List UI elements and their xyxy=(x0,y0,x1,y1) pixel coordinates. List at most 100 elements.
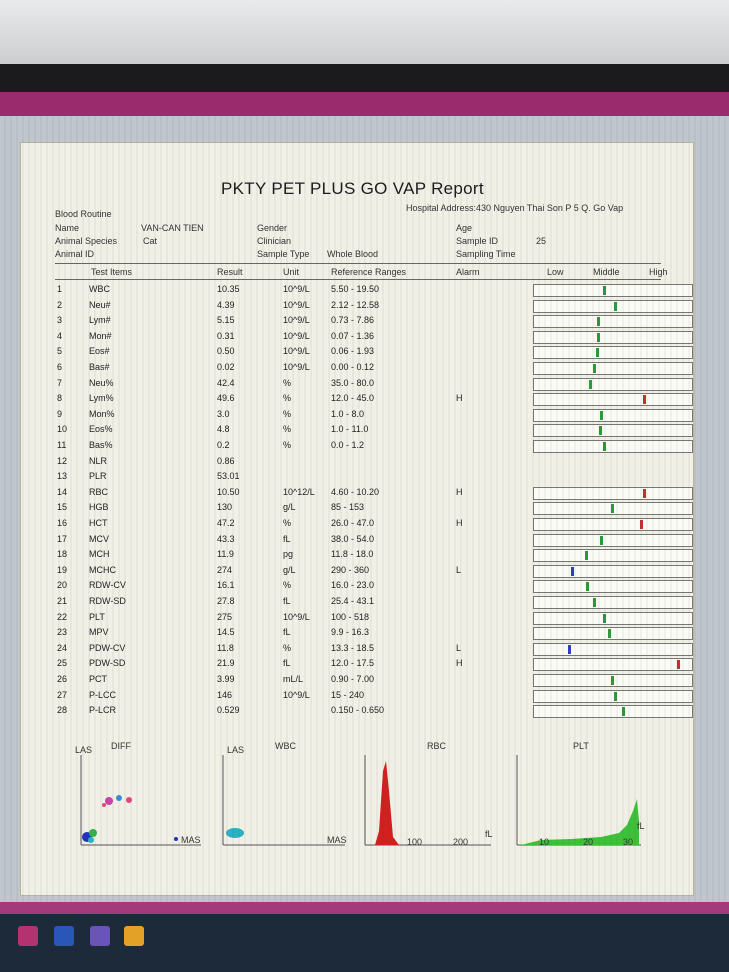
reference-range: 0.06 - 1.93 xyxy=(331,346,375,357)
table-row: 1 WBC 10.35 10^9/L 5.50 - 19.50 xyxy=(53,283,693,298)
test-item: Eos# xyxy=(89,346,110,357)
test-item: RDW-CV xyxy=(89,580,126,591)
row-number: 27 xyxy=(57,689,68,700)
row-number: 24 xyxy=(57,642,68,653)
table-row: 5 Eos# 0.50 10^9/L 0.06 - 1.93 xyxy=(53,345,693,360)
plt-tick-30: 30 xyxy=(623,837,634,847)
range-marker xyxy=(600,535,603,545)
test-item: Neu# xyxy=(89,299,111,310)
diff-ylabel: LAS xyxy=(75,745,93,755)
taskbar-app-icon-4[interactable] xyxy=(124,926,144,946)
table-row: 26 PCT 3.99 mL/L 0.90 - 7.00 xyxy=(53,673,693,688)
taskbar-app-icon-2[interactable] xyxy=(54,926,74,946)
unit-value: % xyxy=(283,580,292,591)
taskbar-app-icon-1[interactable] xyxy=(18,926,38,946)
range-marker xyxy=(608,629,611,639)
reference-range: 26.0 - 47.0 xyxy=(331,518,375,528)
test-item: HCT xyxy=(89,518,108,528)
table-row: 21 RDW-SD 27.8 fL 25.4 - 43.1 xyxy=(53,595,693,610)
range-indicator xyxy=(533,658,693,672)
table-row: 23 MPV 14.5 fL 9.9 - 16.3 xyxy=(53,626,693,641)
test-item: Eos% xyxy=(89,424,113,435)
test-item: Lym% xyxy=(89,393,114,404)
result-value: 0.86 xyxy=(217,455,235,466)
col-reference-ranges: Reference Ranges xyxy=(331,267,407,277)
test-item: P-LCR xyxy=(89,705,117,716)
unit-value: fL xyxy=(283,596,291,606)
reference-range: 12.0 - 17.5 xyxy=(331,658,375,669)
result-value: 4.8 xyxy=(217,424,230,435)
result-value: 3.99 xyxy=(217,674,235,684)
unit-value: % xyxy=(283,408,292,419)
table-row: 3 Lym# 5.15 10^9/L 0.73 - 7.86 xyxy=(53,314,693,329)
table-row: 6 Bas# 0.02 10^9/L 0.00 - 0.12 xyxy=(53,361,693,376)
reference-range: 25.4 - 43.1 xyxy=(331,596,375,606)
table-row: 11 Bas% 0.2% 0.0 - 1.2 xyxy=(53,439,693,454)
unit-value: g/L xyxy=(283,564,296,575)
row-number: 5 xyxy=(57,346,63,357)
table-row: 15 HGB 130 g/L 85 - 153 xyxy=(53,501,693,516)
unit-value: 10^9/L xyxy=(283,284,310,294)
unit-value: 10^9/L xyxy=(283,346,310,357)
table-row: 28 P-LCR 0.529 0.150 - 0.650 xyxy=(53,704,693,719)
age-label: Age xyxy=(456,223,473,233)
table-row: 19 MCHC 274 g/L 290 - 360 L xyxy=(53,564,693,579)
taskbar-top-strip xyxy=(0,902,729,914)
reference-range: 15 - 240 xyxy=(331,689,365,700)
reference-range: 38.0 - 54.0 xyxy=(331,533,375,544)
row-number: 16 xyxy=(57,518,68,528)
range-indicator xyxy=(533,580,693,594)
test-item: MPV xyxy=(89,627,109,638)
range-marker xyxy=(571,566,574,576)
unit-value: % xyxy=(283,393,292,404)
result-value: 0.02 xyxy=(217,362,235,372)
result-value: 0.2 xyxy=(217,440,230,450)
table-row: 25 PDW-SD 21.9 fL 12.0 - 17.5 H xyxy=(53,657,693,672)
reference-range: 9.9 - 16.3 xyxy=(331,627,370,638)
test-item: MCHC xyxy=(89,564,116,575)
plt-title: PLT xyxy=(573,741,589,751)
baso-plot xyxy=(222,755,345,846)
test-item: MCH xyxy=(89,549,110,560)
report-title: PKTY PET PLUS GO VAP Report xyxy=(221,179,484,198)
range-indicator xyxy=(533,533,693,547)
range-indicator xyxy=(533,408,693,422)
alarm-flag: H xyxy=(456,486,463,497)
row-number: 12 xyxy=(57,455,68,466)
range-indicator xyxy=(533,393,693,407)
range-marker xyxy=(589,379,592,389)
row-number: 13 xyxy=(57,471,68,482)
test-item: HGB xyxy=(89,502,109,513)
sample-type-value: Whole Blood xyxy=(327,249,379,259)
test-item: Mon# xyxy=(89,330,112,341)
result-value: 130 xyxy=(217,502,233,513)
taskbar-app-icon-3[interactable] xyxy=(90,926,110,946)
row-number: 15 xyxy=(57,502,68,513)
range-indicator xyxy=(533,315,693,329)
range-indicator xyxy=(533,440,693,453)
sample-type-label: Sample Type xyxy=(257,249,310,259)
reference-range: 0.07 - 1.36 xyxy=(331,330,375,341)
animal-id-label: Animal ID xyxy=(55,249,95,259)
baso-xlabel: MAS xyxy=(327,835,347,845)
sample-id-label: Sample ID xyxy=(456,236,499,246)
table-row: 10 Eos% 4.8% 1.0 - 11.0 xyxy=(53,423,693,438)
test-item: MCV xyxy=(89,533,109,544)
range-indicator xyxy=(533,642,693,656)
species-value: Cat xyxy=(143,236,158,246)
row-number: 3 xyxy=(57,315,63,326)
row-number: 14 xyxy=(57,486,68,497)
row-number: 26 xyxy=(57,674,68,684)
reference-range: 16.0 - 23.0 xyxy=(331,580,375,591)
unit-value: g/L xyxy=(283,502,296,513)
row-number: 1 xyxy=(57,284,63,294)
rbc-xlabel: fL xyxy=(485,829,493,839)
plt-xlabel: fL xyxy=(637,821,645,831)
result-value: 3.0 xyxy=(217,408,230,419)
result-value: 0.529 xyxy=(217,705,240,716)
reference-range: 2.12 - 12.58 xyxy=(331,299,380,310)
range-marker xyxy=(603,613,606,623)
row-number: 28 xyxy=(57,705,68,716)
window-title-bar xyxy=(0,92,729,116)
unit-value: 10^9/L xyxy=(283,362,310,372)
